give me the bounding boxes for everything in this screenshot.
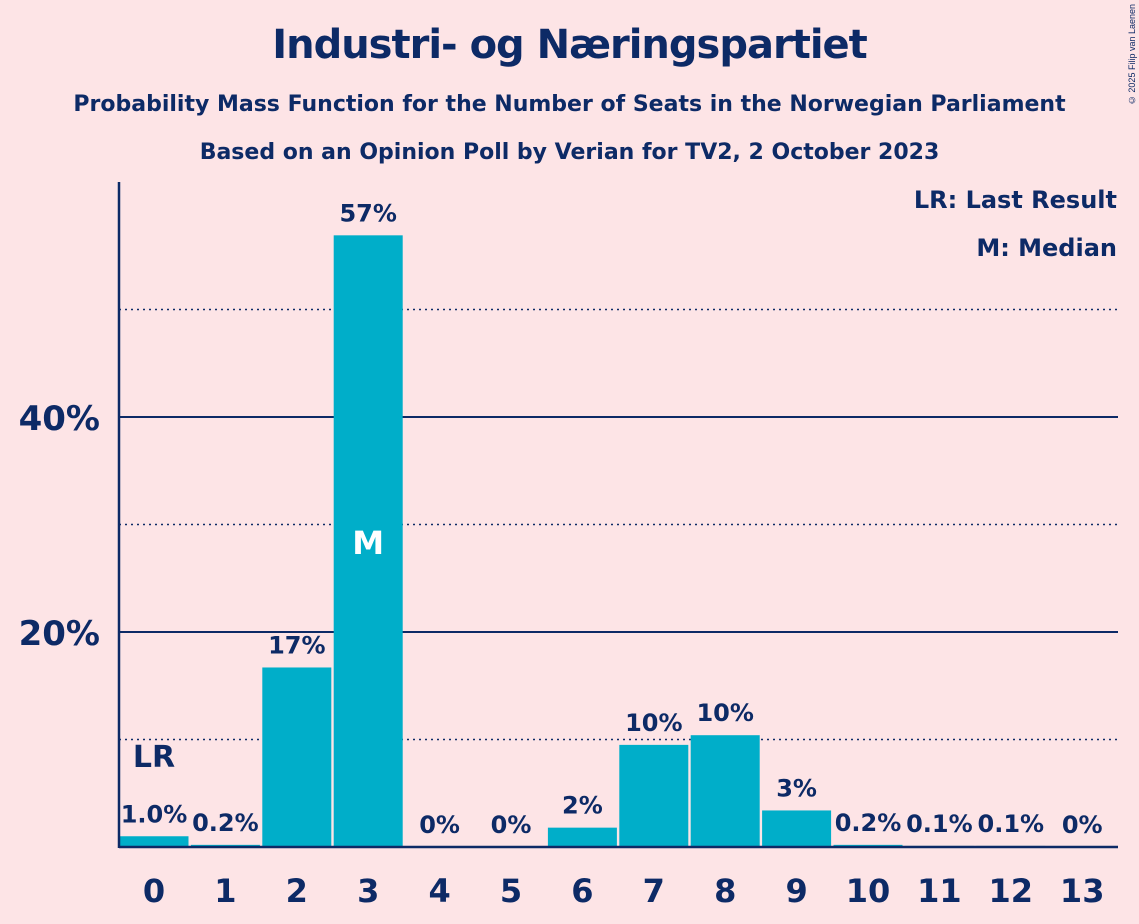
chart-title: Industri- og Næringspartiet — [272, 22, 868, 68]
x-tick-label: 2 — [286, 872, 308, 910]
x-tick-label: 1 — [214, 872, 236, 910]
bar-seats-3 — [333, 235, 403, 847]
y-tick-label: 20% — [19, 614, 100, 654]
x-tick-label: 4 — [428, 872, 450, 910]
bar-seats-7 — [619, 744, 689, 847]
data-label: 1.0% — [121, 800, 188, 828]
data-label: 57% — [339, 199, 396, 227]
data-label: 0% — [1062, 811, 1103, 839]
bar-seats-6 — [547, 827, 617, 847]
x-tick-label: 8 — [714, 872, 736, 910]
data-label: 2% — [562, 792, 603, 820]
data-label: 0.2% — [835, 809, 902, 837]
data-label: 10% — [625, 709, 682, 737]
x-tick-label: 0 — [143, 872, 165, 910]
median-marker: M — [352, 524, 384, 562]
bar-seats-0 — [119, 836, 189, 847]
bar-seats-8 — [690, 735, 760, 847]
bar-seats-9 — [762, 810, 832, 847]
x-tick-label: 9 — [785, 872, 807, 910]
data-label: 3% — [776, 774, 817, 802]
data-label: 0.2% — [192, 809, 259, 837]
data-label: 10% — [696, 699, 753, 727]
data-label: 0.1% — [978, 810, 1045, 838]
data-label: 0% — [419, 811, 460, 839]
x-tick-label: 12 — [989, 872, 1034, 910]
x-tick-label: 13 — [1060, 872, 1105, 910]
x-tick-label: 3 — [357, 872, 379, 910]
legend-last-result: LR: Last Result — [913, 186, 1117, 214]
bar-seats-2 — [262, 667, 332, 847]
last-result-marker: LR — [133, 740, 175, 775]
chart-subtitle: Probability Mass Function for the Number… — [73, 92, 1066, 117]
x-tick-label: 5 — [500, 872, 522, 910]
y-tick-label: 40% — [19, 399, 100, 439]
data-label: 17% — [268, 631, 325, 659]
data-label: 0% — [491, 811, 532, 839]
x-tick-label: 10 — [846, 872, 891, 910]
x-tick-label: 7 — [643, 872, 665, 910]
data-label: 0.1% — [906, 810, 973, 838]
legend-median: M: Median — [976, 234, 1117, 262]
x-tick-label: 6 — [571, 872, 593, 910]
x-tick-label: 11 — [917, 872, 962, 910]
chart-source-line: Based on an Opinion Poll by Verian for T… — [199, 140, 940, 165]
